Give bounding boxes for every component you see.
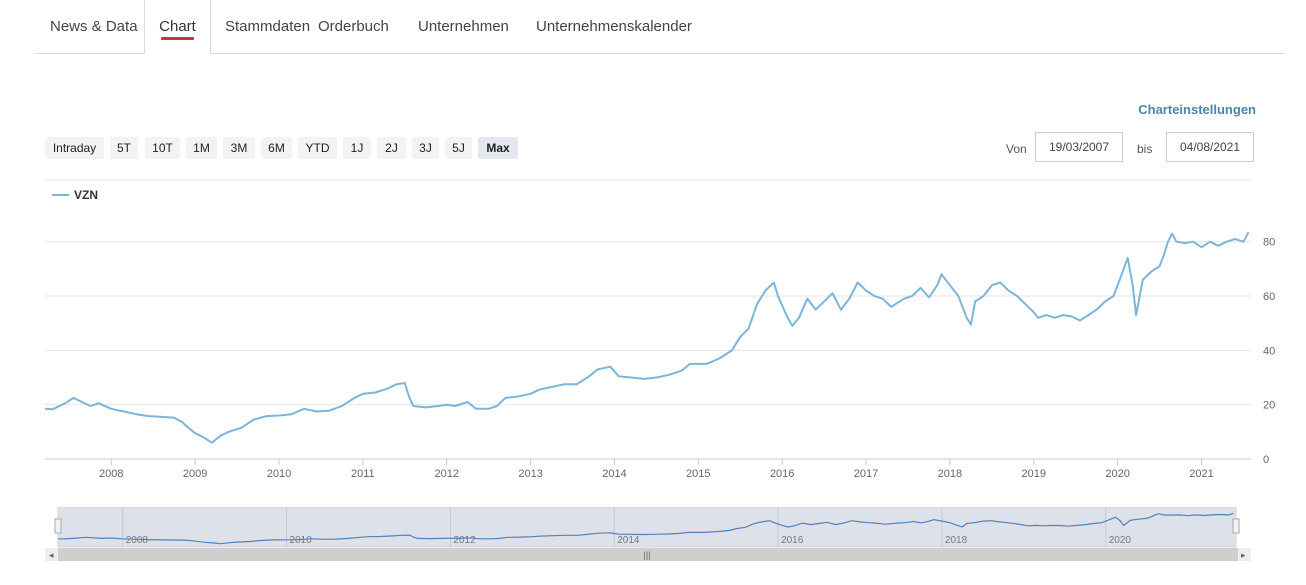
- tab-chart[interactable]: Chart: [144, 0, 211, 54]
- tab-unternehmen[interactable]: Unternehmen: [418, 0, 509, 53]
- tab-label: News & Data: [50, 18, 138, 35]
- chart-settings-link[interactable]: Charteinstellungen: [1138, 102, 1256, 117]
- range-button-6m[interactable]: 6M: [261, 137, 292, 159]
- tab-label: Unternehmen: [418, 18, 509, 35]
- tab-label: Chart: [159, 18, 196, 35]
- scrollbar-grip-icon: |||: [643, 550, 650, 560]
- navigator-right-handle[interactable]: [1232, 518, 1240, 534]
- y-tick-label: 40: [1263, 345, 1275, 357]
- from-label: Von: [1006, 142, 1027, 156]
- navigator-selection[interactable]: [57, 507, 1237, 548]
- to-label: bis: [1137, 142, 1153, 156]
- navigator-tick-label: 2016: [781, 535, 804, 546]
- to-date-input[interactable]: [1166, 132, 1254, 162]
- x-tick-label: 2009: [183, 468, 207, 480]
- range-button-max[interactable]: Max: [478, 137, 518, 159]
- range-button-3j[interactable]: 3J: [412, 137, 439, 159]
- y-tick-label: 60: [1263, 291, 1275, 303]
- scroll-right-arrow-icon[interactable]: ▸: [1241, 550, 1246, 560]
- scrollbar-thumb[interactable]: [58, 548, 1238, 561]
- navigator[interactable]: 2008 2010 2012 2014 2016 2018 2020 ||| ◂ ▸: [45, 507, 1251, 563]
- x-tick-label: 2020: [1105, 468, 1129, 480]
- x-tick-label: 2016: [770, 468, 794, 480]
- tab-orderbuch[interactable]: Orderbuch: [318, 0, 389, 53]
- tab-label: Unternehmenskalender: [536, 18, 692, 35]
- tab-unternehmenskalender[interactable]: Unternehmenskalender: [536, 0, 692, 53]
- navigator-tick-label: 2010: [290, 535, 313, 546]
- x-tick-label: 2019: [1022, 468, 1046, 480]
- x-tick-label: 2021: [1189, 468, 1213, 480]
- range-button-5j[interactable]: 5J: [445, 137, 472, 159]
- scroll-left-arrow-icon[interactable]: ◂: [49, 550, 54, 560]
- navigator-left-handle[interactable]: [54, 518, 62, 534]
- range-button-1j[interactable]: 1J: [343, 137, 371, 159]
- tab-label: Stammdaten: [225, 18, 311, 35]
- tab-stammdaten[interactable]: Stammdaten: [225, 0, 310, 53]
- range-button-ytd[interactable]: YTD: [298, 137, 337, 159]
- series-line-vzn: [44, 231, 1250, 444]
- navigator-tick-label: 2014: [617, 535, 640, 546]
- y-tick-label: 80: [1263, 237, 1275, 249]
- navigator-tick-label: 2012: [453, 535, 476, 546]
- x-tick-label: 2014: [602, 468, 626, 480]
- x-tick-label: 2017: [854, 468, 878, 480]
- x-tick-label: 2008: [99, 468, 123, 480]
- x-tick-label: 2018: [938, 468, 962, 480]
- price-chart[interactable]: VZN 0 20 40 60 80 2008 2009 2010 2011 2012 2013 20…: [0, 175, 1306, 485]
- range-button-10t[interactable]: 10T: [145, 137, 180, 159]
- x-tick-label: 2012: [434, 468, 458, 480]
- navigator-series-line: [57, 512, 1234, 545]
- range-button-2j[interactable]: 2J: [377, 137, 406, 159]
- y-tick-label: 0: [1263, 454, 1269, 466]
- x-tick-label: 2015: [686, 468, 710, 480]
- range-button-intraday[interactable]: Intraday: [45, 137, 104, 159]
- tab-bar: News & Data Chart Stammdaten Orderbuch Unter…: [34, 0, 1285, 54]
- navigator-tick-label: 2018: [945, 535, 968, 546]
- tab-news-data[interactable]: News & Data: [50, 0, 138, 53]
- tab-label: Orderbuch: [318, 18, 389, 35]
- navigator-tick-label: 2008: [126, 535, 149, 546]
- x-tick-label: 2010: [267, 468, 291, 480]
- y-tick-label: 20: [1263, 400, 1275, 412]
- x-tick-label: 2013: [518, 468, 542, 480]
- range-button-3m[interactable]: 3M: [223, 137, 255, 159]
- range-button-1m[interactable]: 1M: [186, 137, 217, 159]
- from-date-input[interactable]: [1035, 132, 1123, 162]
- active-tab-indicator: [161, 37, 194, 40]
- legend-item-vzn[interactable]: VZN: [74, 188, 98, 202]
- navigator-tick-label: 2020: [1109, 535, 1132, 546]
- range-button-5t[interactable]: 5T: [110, 137, 138, 159]
- x-tick-label: 2011: [351, 468, 375, 480]
